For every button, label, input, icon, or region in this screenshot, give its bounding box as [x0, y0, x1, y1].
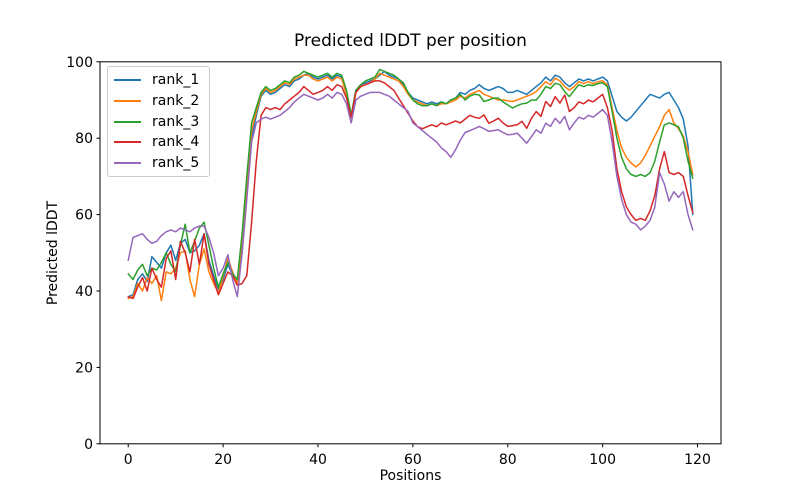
y-tick-label: 40: [75, 284, 93, 300]
x-axis-label: Positions: [379, 468, 442, 484]
legend-entry-rank_3: rank_3: [114, 111, 199, 132]
x-tick-label: 60: [404, 452, 422, 468]
legend-label: rank_2: [152, 93, 200, 110]
legend-line-swatch: [114, 141, 141, 144]
legend-entry-rank_5: rank_5: [114, 153, 199, 174]
chart-title: Predicted lDDT per position: [294, 31, 527, 51]
legend-line-swatch: [114, 162, 141, 165]
x-tick-label: 40: [309, 452, 327, 468]
series-line-rank_5: [127, 91, 694, 298]
y-tick-label: 20: [75, 360, 93, 376]
x-tick-label: 120: [684, 452, 711, 468]
x-tick-label: 100: [589, 452, 616, 468]
legend-label: rank_4: [152, 134, 200, 151]
legend-entry-rank_4: rank_4: [114, 132, 199, 153]
x-tick-label: 80: [499, 452, 517, 468]
x-tick-label: 20: [214, 452, 232, 468]
legend-line-swatch: [114, 120, 141, 123]
x-tick-label: 0: [124, 452, 133, 468]
legend-entry-rank_1: rank_1: [114, 70, 199, 91]
legend: rank_1 rank_2 rank_3 rank_4 rank_5: [107, 66, 211, 178]
legend-line-swatch: [114, 100, 141, 103]
legend-entry-rank_2: rank_2: [114, 91, 199, 112]
legend-label: rank_3: [152, 113, 200, 130]
y-tick-label: 80: [75, 131, 93, 147]
series-line-rank_3: [127, 68, 694, 288]
y-axis-label: Predicted lDDT: [45, 200, 61, 306]
legend-label: rank_5: [152, 155, 200, 172]
plot-border: [99, 61, 722, 445]
y-tick-label: 0: [84, 437, 93, 453]
y-tick-label: 100: [66, 55, 93, 71]
y-tick-label: 60: [75, 208, 93, 224]
legend-line-swatch: [114, 79, 141, 82]
legend-label: rank_1: [152, 72, 200, 89]
